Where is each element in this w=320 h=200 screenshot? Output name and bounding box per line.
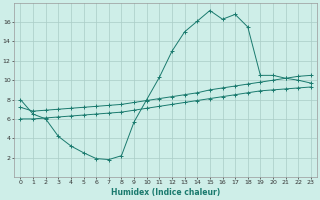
X-axis label: Humidex (Indice chaleur): Humidex (Indice chaleur) (111, 188, 220, 197)
